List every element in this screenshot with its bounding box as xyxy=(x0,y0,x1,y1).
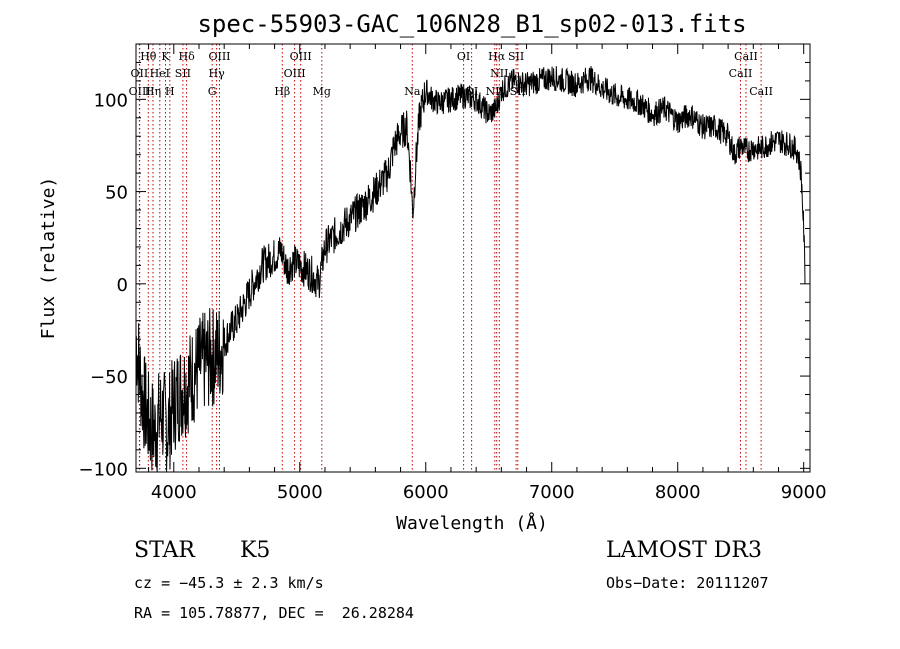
x-tick-label: 7000 xyxy=(529,482,575,503)
spectral-line-label: NII xyxy=(490,67,508,80)
coordinates: RA = 105.78877, DEC = 26.28284 xyxy=(134,604,414,622)
y-tick-label: 100 xyxy=(94,90,128,111)
object-class: STAR xyxy=(134,538,195,563)
spectrum-chart: spec-55903-GAC_106N28_B1_sp02-013.fits 4… xyxy=(38,10,827,534)
spectral-line-label: H xyxy=(165,85,175,98)
spectral-line-label: SII xyxy=(175,67,191,80)
spectral-line-label: K xyxy=(161,50,170,63)
spectral-line-label: Na xyxy=(404,85,421,98)
spectral-line-label: NII xyxy=(486,85,504,98)
axis-ticks: 4000 5000 6000 7000 8000 9000 −100 −50 0 50 100 xyxy=(79,44,827,503)
x-tick-label: 6000 xyxy=(403,482,449,503)
spectral-line-label: OIII xyxy=(129,85,151,98)
y-axis-label: Flux (relative) xyxy=(38,177,59,340)
spectral-line-label: OI xyxy=(457,50,470,63)
x-tick-label: 9000 xyxy=(781,482,827,503)
y-tick-label: −100 xyxy=(79,459,128,480)
spectral-line-label: G xyxy=(208,85,217,98)
spectral-line-label: OI xyxy=(465,85,478,98)
x-axis-label: Wavelength (Å) xyxy=(396,512,548,534)
spectral-line-label: Hβ xyxy=(274,85,290,98)
spectrum-line xyxy=(135,65,806,473)
object-subclass: K5 xyxy=(240,538,271,563)
spectral-line-label: Hδ xyxy=(178,50,195,63)
plot-frame xyxy=(135,43,811,473)
survey-name: LAMOST DR3 xyxy=(606,538,762,563)
spectral-line-label: Hθ xyxy=(140,50,157,63)
chart-title: spec-55903-GAC_106N28_B1_sp02-013.fits xyxy=(197,10,746,38)
spectrum-series xyxy=(135,65,806,473)
x-tick-label: 8000 xyxy=(655,482,701,503)
spectral-line-label: CaII xyxy=(729,67,753,80)
y-tick-label: −50 xyxy=(90,367,128,388)
spectral-line-label: OIII xyxy=(284,67,306,80)
x-tick-label: 5000 xyxy=(277,482,323,503)
spectral-line-label: HeI xyxy=(150,67,170,80)
spectral-line-label: Hα xyxy=(488,50,506,63)
spectral-line-label: OII xyxy=(131,67,149,80)
spectral-line-label: Mg xyxy=(313,85,331,98)
spectral-line-label: CaII xyxy=(734,50,758,63)
spectral-line-label: CaII xyxy=(749,85,773,98)
spectral-line-label: OIII xyxy=(208,50,230,63)
redshift-velocity: cz = −45.3 ± 2.3 km/s xyxy=(134,574,324,592)
x-tick-label: 4000 xyxy=(151,482,197,503)
spectral-line-label: SII xyxy=(508,50,524,63)
y-tick-label: 50 xyxy=(105,183,128,204)
y-tick-label: 0 xyxy=(117,275,128,296)
spectral-line-label: Hη xyxy=(145,85,161,98)
observation-date: Obs−Date: 20111207 xyxy=(606,574,769,592)
spectral-line-label: OIII xyxy=(290,50,312,63)
spectral-line-label: Hγ xyxy=(209,67,226,80)
spectral-line-label: SII xyxy=(510,85,526,98)
